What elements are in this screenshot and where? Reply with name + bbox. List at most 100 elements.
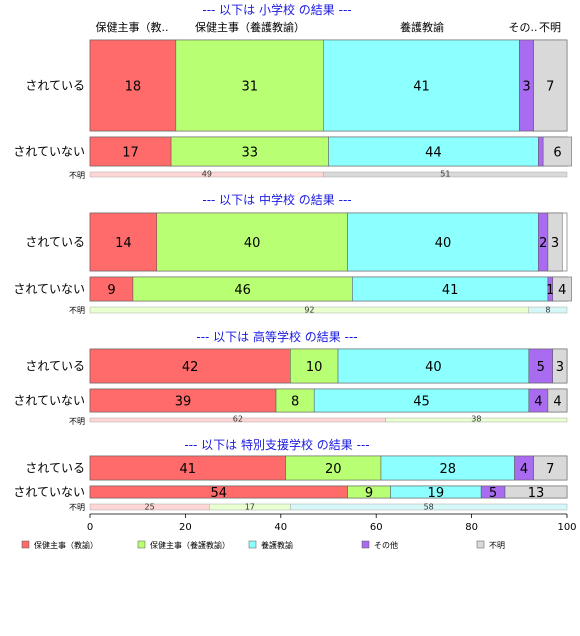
row-label: されていない: [13, 282, 85, 296]
data-label: 4: [520, 462, 528, 477]
data-label: 40: [425, 360, 442, 375]
unknown-segment: [385, 417, 568, 423]
bar-segment: [328, 136, 539, 167]
row-label: されている: [25, 79, 85, 93]
bar-segment: [285, 455, 382, 481]
bar-segment: [547, 388, 568, 413]
bar-segment: [542, 136, 573, 167]
bar-segment: [552, 348, 568, 384]
data-label: 8: [291, 395, 299, 410]
data-label: 42: [182, 360, 199, 375]
legend-swatch: [137, 540, 146, 549]
row-label: されている: [25, 235, 85, 249]
unknown-segment: [290, 503, 568, 511]
unknown-data-label: 49: [202, 170, 212, 179]
data-label: 13: [528, 486, 545, 501]
x-tick-label: 20: [179, 522, 192, 533]
legend-label: 保健主事（教諭）: [34, 540, 98, 550]
data-label: 5: [489, 486, 497, 501]
data-label: 44: [425, 146, 442, 161]
section-title: --- 以下は 特別支援学校 の結果 ---: [184, 437, 369, 452]
data-label: 45: [413, 395, 430, 410]
section-title: --- 以下は 中学校 の結果 ---: [202, 192, 351, 207]
unknown-data-label: 38: [471, 415, 481, 424]
x-tick-label: 80: [465, 522, 478, 533]
unknown-segment: [528, 306, 568, 314]
bar-segment: [337, 348, 530, 384]
bar-segment: [170, 136, 329, 167]
legend-swatch: [361, 540, 370, 549]
data-label: 1: [546, 283, 554, 298]
unknown-data-label: 58: [424, 503, 434, 512]
legend-label: 不明: [489, 541, 505, 550]
column-header: その..: [509, 21, 538, 34]
data-label: 40: [435, 236, 452, 251]
row-label: されている: [25, 461, 85, 475]
data-label: 3: [522, 80, 530, 95]
bar-segment: [347, 212, 539, 272]
bar-segment: [552, 276, 573, 302]
data-label: 7: [546, 462, 554, 477]
unknown-data-label: 17: [245, 503, 255, 512]
x-tick-label: 0: [87, 522, 93, 533]
data-label: 54: [211, 486, 228, 501]
data-label: 5: [537, 360, 545, 375]
bar-segment: [547, 212, 563, 272]
data-label: 33: [242, 146, 259, 161]
data-label: 4: [558, 283, 566, 298]
unknown-row-label: 不明: [69, 171, 85, 180]
data-label: 41: [180, 462, 197, 477]
bar-segment: [323, 39, 520, 132]
data-label: 9: [365, 486, 373, 501]
bar-segment: [89, 39, 177, 132]
bar-segment: [504, 485, 568, 499]
bar-segment: [380, 455, 515, 481]
x-tick-label: 100: [557, 522, 576, 533]
unknown-segment: [323, 171, 568, 178]
legend-label: その他: [374, 540, 398, 550]
unknown-data-label: 92: [304, 306, 314, 315]
bar-segment: [89, 348, 291, 384]
unknown-data-label: 25: [145, 503, 155, 512]
data-label: 41: [442, 283, 459, 298]
bar-segment: [89, 212, 158, 272]
data-label: 7: [546, 80, 554, 95]
data-label: 6: [553, 146, 561, 161]
section-title: --- 以下は 小学校 の結果 ---: [202, 2, 351, 17]
data-label: 3: [556, 360, 564, 375]
data-label: 4: [553, 395, 561, 410]
bar-segment: [352, 276, 549, 302]
data-label: 3: [551, 236, 559, 251]
column-header: 保健主事（教..: [96, 20, 169, 34]
row-label: されている: [25, 359, 85, 373]
legend-swatch: [476, 540, 485, 549]
section-title: --- 以下は 高等学校 の結果 ---: [196, 329, 357, 344]
legend-swatch: [248, 540, 257, 549]
data-label: 41: [413, 80, 430, 95]
column-header: 保健主事（養護教諭）: [195, 20, 305, 34]
bar-segment: [175, 39, 324, 132]
unknown-data-label: 62: [233, 415, 243, 424]
bar-segment: [538, 136, 544, 167]
data-label: 39: [175, 395, 192, 410]
data-label: 2: [539, 236, 547, 251]
legend-label: 保健主事（養護教諭）: [150, 540, 230, 550]
data-label: 17: [122, 146, 139, 161]
x-tick-label: 40: [274, 522, 287, 533]
data-label: 31: [242, 80, 259, 95]
bar-segment: [132, 276, 353, 302]
column-header: 不明: [539, 21, 561, 34]
unknown-data-label: 51: [440, 170, 450, 179]
unknown-row-label: 不明: [69, 417, 85, 426]
data-label: 19: [428, 486, 445, 501]
bar-segment: [533, 39, 568, 132]
data-label: 9: [107, 283, 115, 298]
unknown-data-label: 8: [545, 306, 550, 315]
data-label: 10: [306, 360, 323, 375]
data-label: 20: [325, 462, 342, 477]
bar-segment: [89, 136, 172, 167]
row-label: されていない: [13, 145, 85, 159]
unknown-row-label: 不明: [69, 306, 85, 315]
bar-segment: [156, 212, 348, 272]
